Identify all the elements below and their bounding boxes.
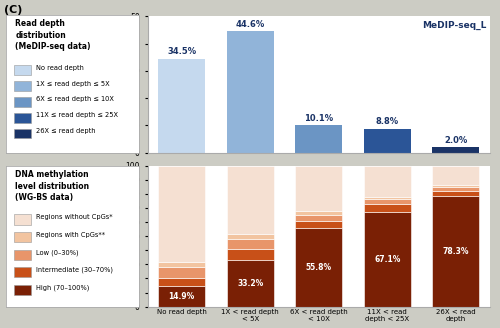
Bar <box>296 211 342 215</box>
Text: 67.1%: 67.1% <box>374 255 400 264</box>
Bar <box>14 129 31 138</box>
Text: High (70–100%): High (70–100%) <box>36 284 90 291</box>
Text: 34.5%: 34.5% <box>167 48 196 56</box>
Bar <box>158 278 205 286</box>
Bar <box>364 204 410 212</box>
Bar <box>158 262 205 267</box>
Text: 14.9%: 14.9% <box>168 292 195 301</box>
Bar <box>14 267 31 277</box>
Bar <box>158 286 205 307</box>
Y-axis label: Percentage (%) of bins: Percentage (%) of bins <box>114 193 122 279</box>
Text: Regions with CpGs**: Regions with CpGs** <box>36 232 106 238</box>
Text: Regions without CpGs*: Regions without CpGs* <box>36 214 113 220</box>
Bar <box>296 125 342 153</box>
Bar <box>432 187 479 191</box>
Bar <box>364 196 410 199</box>
Bar <box>158 59 205 153</box>
Bar <box>432 196 479 307</box>
Bar <box>14 81 31 91</box>
Bar <box>432 191 479 196</box>
Bar <box>432 166 479 185</box>
Bar <box>296 221 342 228</box>
Bar <box>296 215 342 221</box>
Text: 78.3%: 78.3% <box>442 247 469 256</box>
Bar <box>296 228 342 307</box>
Text: Intermediate (30–70%): Intermediate (30–70%) <box>36 267 114 273</box>
Bar <box>158 267 205 278</box>
Bar <box>227 235 274 239</box>
Text: 2.0%: 2.0% <box>444 136 468 145</box>
Text: 8.8%: 8.8% <box>376 117 399 126</box>
Bar <box>14 65 31 75</box>
Bar <box>14 113 31 123</box>
Bar <box>296 166 342 211</box>
Bar <box>364 129 410 153</box>
Bar <box>14 97 31 107</box>
Text: 33.2%: 33.2% <box>237 279 264 288</box>
Text: 1X ≤ read depth ≤ 5X: 1X ≤ read depth ≤ 5X <box>36 81 110 87</box>
Bar <box>227 239 274 249</box>
Bar <box>14 285 31 295</box>
Bar <box>432 147 479 153</box>
Bar <box>14 232 31 242</box>
Bar <box>364 199 410 204</box>
Text: Read depth
distribution
(MeDIP-seq data): Read depth distribution (MeDIP-seq data) <box>16 19 91 51</box>
Text: 10.1%: 10.1% <box>304 114 334 123</box>
Bar <box>14 215 31 225</box>
Text: 26X ≤ read depth: 26X ≤ read depth <box>36 128 96 134</box>
Text: No read depth: No read depth <box>36 65 84 71</box>
Text: MeDIP-seq_L: MeDIP-seq_L <box>422 20 486 30</box>
Bar <box>227 260 274 307</box>
Bar <box>432 185 479 187</box>
Text: (C): (C) <box>4 5 22 15</box>
Bar <box>364 166 410 196</box>
Y-axis label: Percentage (%) of bins: Percentage (%) of bins <box>118 41 128 128</box>
Bar <box>227 249 274 260</box>
Bar <box>14 250 31 260</box>
Bar <box>227 166 274 235</box>
Text: 11X ≤ read depth ≤ 25X: 11X ≤ read depth ≤ 25X <box>36 112 118 118</box>
Bar <box>364 212 410 307</box>
Text: 55.8%: 55.8% <box>306 263 332 272</box>
Text: 6X ≤ read depth ≤ 10X: 6X ≤ read depth ≤ 10X <box>36 96 115 102</box>
Text: DNA methylation
level distribution
(WG-BS data): DNA methylation level distribution (WG-B… <box>16 170 90 202</box>
Bar <box>227 31 274 153</box>
Text: 44.6%: 44.6% <box>236 20 265 29</box>
Bar <box>158 166 205 262</box>
Text: Low (0–30%): Low (0–30%) <box>36 249 79 256</box>
